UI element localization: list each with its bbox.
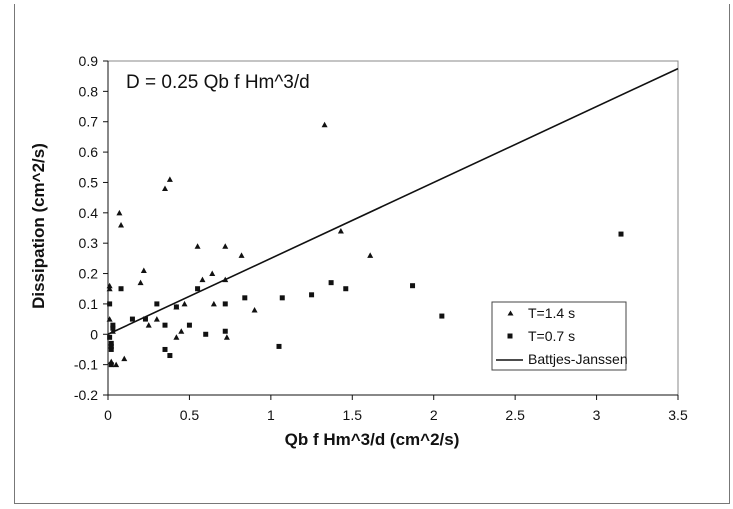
- y-axis: -0.2 -0.1 0 0.1 0.2 0.3 0.4 0.5 0.6 0.7 0.8 0.9: [74, 53, 109, 403]
- triangle-point: [113, 361, 120, 368]
- x-tick-label: 0.5: [180, 407, 200, 423]
- triangle-point: [106, 316, 113, 322]
- square-point: [129, 316, 135, 322]
- square-point: [203, 331, 209, 337]
- square-point: [167, 353, 173, 359]
- square-point: [222, 328, 228, 334]
- square-point: [328, 280, 334, 286]
- square-point: [110, 322, 116, 328]
- square-point: [222, 301, 228, 307]
- square-marker-icon: [507, 333, 513, 339]
- square-point: [142, 316, 148, 322]
- triangle-point: [181, 300, 188, 307]
- triangle-point: [140, 267, 147, 274]
- y-tick-label: -0.2: [74, 387, 98, 403]
- y-tick-label: 0: [90, 326, 98, 342]
- x-axis: 0 0.5 1 1.5 2 2.5 3 3.5: [104, 394, 688, 423]
- square-point: [107, 334, 113, 340]
- square-point: [410, 283, 416, 289]
- square-point: [154, 301, 160, 307]
- square-point: [162, 346, 168, 352]
- y-tick-label: 0.5: [79, 174, 99, 190]
- square-point: [118, 286, 124, 292]
- legend-item-triangle: T=1.4 s: [507, 305, 575, 321]
- x-tick-label: 1: [267, 407, 275, 423]
- triangle-point: [337, 228, 344, 234]
- triangle-point: [166, 176, 173, 182]
- y-tick-label: 0.7: [79, 114, 99, 130]
- triangle-point: [153, 316, 160, 322]
- equation-annotation: D = 0.25 Qb f Hm^3/d: [126, 72, 310, 93]
- square-point: [173, 304, 179, 310]
- square-point: [162, 322, 168, 328]
- legend: T=1.4 s T=0.7 s Battjes-Janssen: [491, 301, 628, 371]
- x-tick-label: 0: [104, 407, 112, 423]
- square-point: [110, 325, 116, 331]
- legend-label-square: T=0.7 s: [528, 328, 575, 344]
- triangle-point: [367, 252, 374, 258]
- triangle-point: [121, 355, 128, 362]
- triangle-point: [162, 185, 168, 192]
- square-point: [343, 286, 349, 292]
- y-tick-label: 0.6: [79, 144, 99, 160]
- triangle-point: [238, 252, 245, 258]
- square-point: [108, 340, 114, 346]
- y-tick-label: 0.1: [79, 296, 99, 312]
- triangle-marker-icon: [507, 310, 514, 316]
- x-tick-label: 1.5: [343, 407, 363, 423]
- square-point: [108, 362, 114, 368]
- legend-item-line: Battjes-Janssen: [496, 351, 628, 367]
- x-tick-label: 3: [593, 407, 601, 423]
- square-point: [309, 292, 315, 298]
- triangle-point: [210, 300, 217, 307]
- triangle-point: [321, 121, 328, 128]
- triangle-point: [118, 221, 125, 228]
- triangle-point: [106, 282, 113, 289]
- triangle-point: [194, 243, 201, 249]
- triangle-point: [116, 209, 123, 216]
- triangle-point: [209, 270, 216, 277]
- y-tick-label: 0.2: [79, 266, 99, 282]
- y-tick-label: 0.3: [79, 235, 99, 251]
- triangle-point: [223, 334, 230, 340]
- triangle-point: [106, 285, 113, 292]
- y-tick-label: -0.1: [74, 357, 98, 373]
- triangle-point: [251, 306, 258, 313]
- square-point: [618, 231, 624, 237]
- square-point: [108, 346, 114, 352]
- triangle-point: [137, 279, 144, 286]
- square-point: [439, 313, 445, 319]
- legend-item-square: T=0.7 s: [507, 328, 575, 344]
- y-axis-title: Dissipation (cm^2/s): [29, 143, 48, 309]
- square-point: [186, 322, 192, 328]
- square-point: [195, 286, 201, 292]
- y-tick-label: 0.9: [79, 53, 99, 69]
- triangle-point: [145, 322, 152, 328]
- y-tick-label: 0.4: [79, 205, 99, 221]
- legend-label-line: Battjes-Janssen: [528, 351, 628, 367]
- triangle-point: [222, 243, 229, 249]
- square-point: [108, 343, 114, 349]
- line-layer: [107, 67, 679, 335]
- triangle-point: [178, 328, 185, 334]
- y-tick-label: 0.8: [79, 83, 99, 99]
- triangle-point: [222, 276, 229, 283]
- x-axis-title: Qb f Hm^3/d (cm^2/s): [285, 430, 460, 449]
- triangle-point: [109, 328, 116, 334]
- legend-box: [491, 301, 627, 371]
- square-point: [279, 295, 285, 301]
- triangle-point: [173, 334, 180, 340]
- triangle-point: [199, 276, 206, 283]
- square-point: [242, 295, 248, 301]
- square-point: [107, 301, 113, 307]
- x-tick-label: 2.5: [505, 407, 525, 423]
- x-tick-label: 3.5: [668, 407, 688, 423]
- points-layer: [106, 121, 624, 368]
- figure-frame: [14, 4, 730, 504]
- legend-label-triangle: T=1.4 s: [528, 305, 575, 321]
- battjes-janssen-line: [107, 67, 679, 335]
- square-point: [276, 343, 282, 349]
- x-tick-label: 2: [430, 407, 438, 423]
